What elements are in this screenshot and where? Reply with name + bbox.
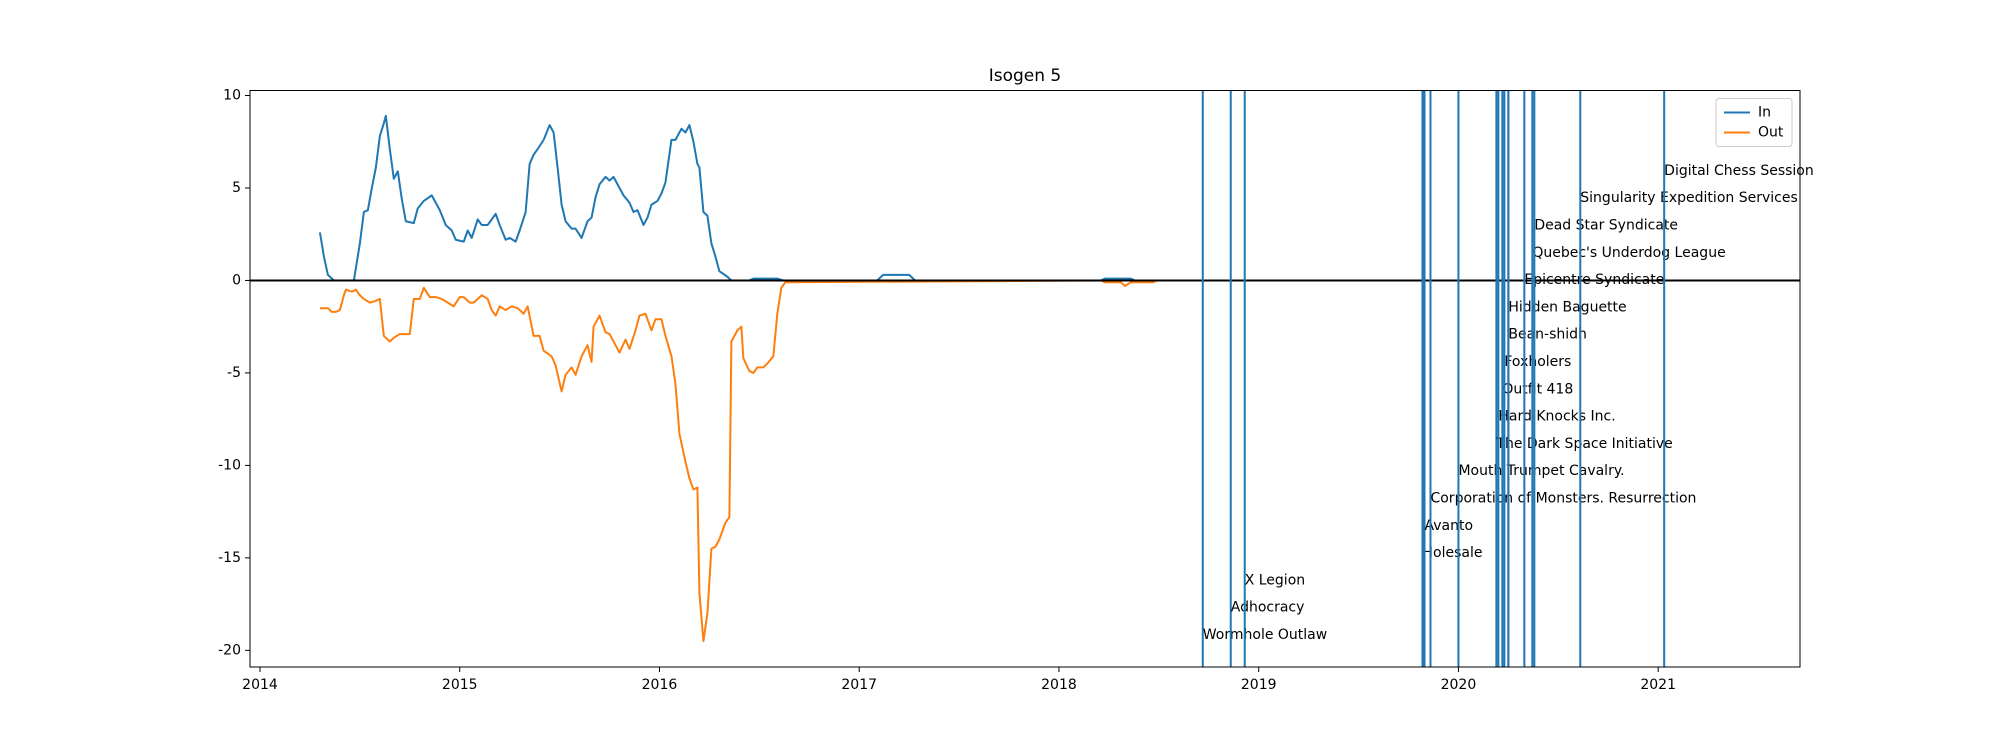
x-tick-label: 2018: [1041, 677, 1077, 693]
event-label: X Legion: [1245, 572, 1305, 588]
y-tick-label: 0: [232, 272, 241, 288]
event-label: The Dark Space Initiative: [1495, 436, 1672, 452]
event-label: Avanto: [1424, 518, 1473, 534]
axes-frame: [249, 90, 1801, 668]
y-tick-label: -5: [227, 365, 241, 381]
event-label: Outfit 418: [1502, 381, 1573, 397]
chart-title: Isogen 5: [989, 66, 1062, 86]
y-tick-label: -20: [218, 642, 241, 658]
x-tick-label: 2016: [642, 677, 678, 693]
x-tick-label: 2019: [1241, 677, 1277, 693]
event-label: Mouth Trumpet Cavalry.: [1458, 463, 1624, 479]
event-label: Singularity Expedition Services: [1580, 190, 1797, 206]
x-tick-label: 2014: [242, 677, 278, 693]
event-label: Hidden Baguette: [1508, 299, 1626, 315]
y-tick-label: 10: [223, 87, 241, 103]
x-tick-label: 2017: [841, 677, 877, 693]
plot-area: [318, 114, 1729, 643]
event-label: Holesale: [1422, 545, 1482, 561]
event-label: Foxholers: [1504, 354, 1571, 370]
x-tick-label: 2021: [1640, 677, 1676, 693]
event-label: Corporation of Monsters. Resurrection: [1430, 491, 1696, 507]
legend-label: In: [1758, 105, 1771, 121]
event-label: Bean-shidh: [1508, 327, 1587, 343]
x-tick-label: 2020: [1441, 677, 1477, 693]
legend: In Out: [1715, 98, 1793, 147]
event-label: Wormhole Outlaw: [1203, 627, 1327, 643]
event-label: Digital Chess Session: [1664, 163, 1814, 179]
legend-label: Out: [1758, 125, 1784, 141]
y-tick-label: 5: [232, 180, 241, 196]
event-label: Epicentre Syndicate: [1524, 272, 1664, 288]
line-series: [319, 279, 1729, 643]
event-label: Quebec's Underdog League: [1532, 245, 1725, 261]
x-tick-label: 2015: [442, 677, 478, 693]
event-label: Dead Star Syndicate: [1534, 218, 1678, 234]
y-tick-label: -10: [218, 457, 241, 473]
y-tick-label: -15: [218, 550, 241, 566]
event-label: Hard Knocks Inc.: [1498, 409, 1615, 425]
legend-box: [1715, 98, 1793, 147]
line-series: [318, 114, 1729, 282]
event-label: Adhocracy: [1231, 600, 1305, 616]
